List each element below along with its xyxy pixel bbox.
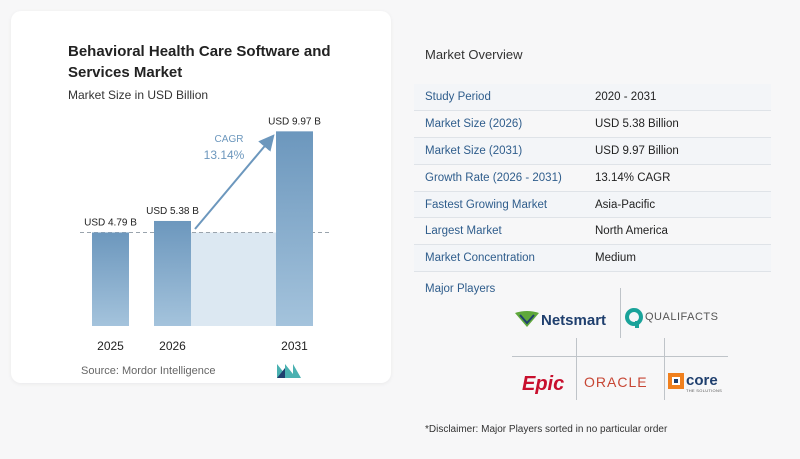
growth-shade-area — [191, 232, 276, 326]
core-logo: core — [686, 372, 718, 389]
cagr-arrow — [194, 134, 275, 230]
row-value: Medium — [595, 252, 636, 265]
source-text: Source: Mordor Intelligence — [81, 365, 216, 377]
data-label: USD 5.38 B — [146, 206, 199, 217]
overview-row: Growth Rate (2026 - 2031) 13.14% CAGR — [414, 165, 771, 192]
row-label: Study Period — [425, 90, 491, 103]
overview-row: Market Size (2031) USD 9.97 Billion — [414, 137, 771, 165]
mordor-logo-icon — [277, 364, 301, 378]
qualifacts-logo: QUALIFACTS — [645, 311, 719, 323]
bar-2025 — [92, 232, 129, 326]
netsmart-logo: Netsmart — [541, 312, 607, 329]
data-label: USD 9.97 B — [268, 116, 321, 127]
row-label: Growth Rate (2026 - 2031) — [425, 171, 562, 184]
netsmart-logo-icon — [515, 311, 539, 327]
data-label: USD 4.79 B — [84, 217, 137, 228]
divider — [620, 288, 621, 338]
row-value: USD 5.38 Billion — [595, 117, 679, 130]
overview-row: Study Period 2020 - 2031 — [414, 84, 771, 111]
overview-row: Largest Market North America — [414, 218, 771, 246]
overview-table: Study Period 2020 - 2031 Market Size (202… — [414, 84, 771, 273]
divider — [512, 356, 728, 357]
overview-row: Market Size (2026) USD 5.38 Billion — [414, 111, 771, 138]
epic-logo: Epic — [522, 373, 565, 395]
overview-row: Market Concentration Medium — [414, 245, 771, 273]
x-tick-label: 2026 — [159, 339, 186, 353]
bar-chart: USD 4.79 B 2025 USD 5.38 B 2026 USD 9.97 B 20… — [80, 116, 330, 353]
disclaimer: *Disclaimer: Major Players sorted in no … — [425, 424, 668, 435]
row-value: Asia-Pacific — [595, 198, 656, 211]
cagr-value: 13.14% — [204, 148, 245, 162]
divider — [664, 338, 665, 400]
bar-2031 — [276, 131, 313, 326]
row-value: 2020 - 2031 — [595, 90, 657, 103]
row-label: Fastest Growing Market — [425, 198, 548, 211]
major-players-title: Major Players — [425, 283, 496, 295]
row-label: Market Size (2026) — [425, 117, 523, 130]
row-value: North America — [595, 225, 668, 238]
row-value: 13.14% CAGR — [595, 171, 671, 184]
chart-subtitle: Market Size in USD Billion — [68, 88, 209, 102]
x-tick-label: 2031 — [281, 339, 308, 353]
chart-title: Behavioral Health Care Software and Serv… — [68, 43, 331, 81]
row-label: Largest Market — [425, 225, 502, 238]
core-logo-tagline: THE SOLUTIONS — [686, 388, 723, 393]
row-value: USD 9.97 Billion — [595, 144, 679, 157]
overview-row: Fastest Growing Market Asia-Pacific — [414, 191, 771, 219]
bar-2026 — [154, 220, 191, 326]
cagr-label: CAGR — [215, 134, 244, 145]
row-label: Market Size (2031) — [425, 144, 523, 157]
row-label: Market Concentration — [425, 252, 535, 265]
core-logo-icon — [668, 373, 684, 389]
qualifacts-logo-icon — [625, 308, 643, 328]
x-tick-label: 2025 — [97, 339, 124, 353]
divider — [576, 338, 577, 400]
oracle-logo: ORACLE — [584, 374, 648, 390]
overview-title: Market Overview — [425, 47, 523, 62]
